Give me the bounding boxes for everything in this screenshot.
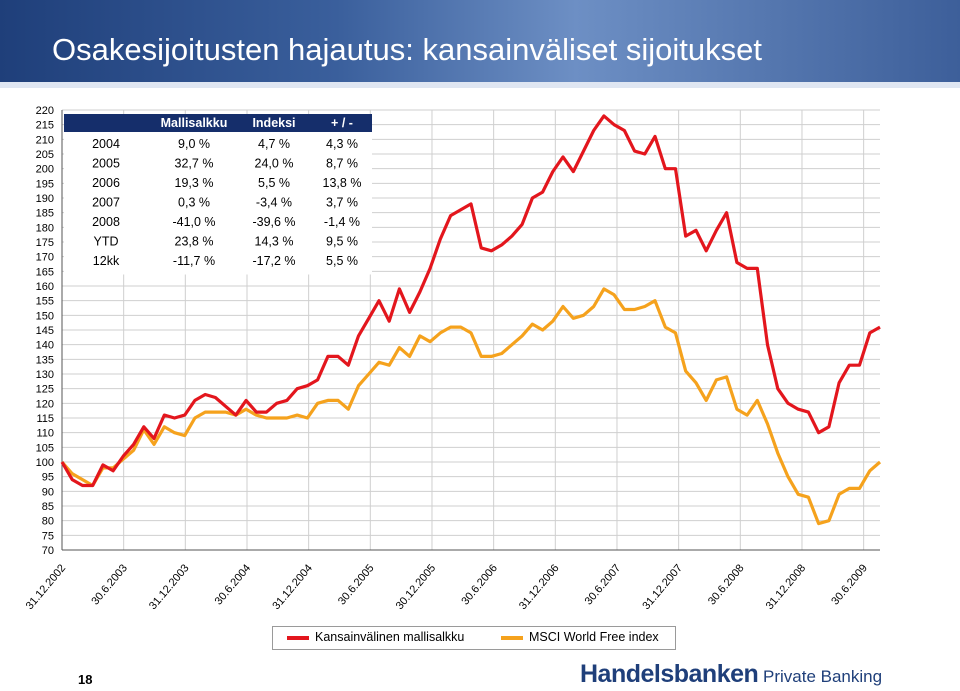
- slide-title: Osakesijoitusten hajautus: kansainvälise…: [52, 32, 762, 67]
- y-tick-label: 185: [36, 208, 54, 220]
- table-cell: 19,3 %: [175, 176, 214, 190]
- y-tick-label: 200: [36, 164, 54, 176]
- x-tick-label: 31.12.2002: [24, 562, 69, 612]
- y-tick-label: 85: [42, 501, 54, 513]
- table-cell: 4,7 %: [258, 137, 290, 151]
- y-tick-label: 80: [42, 516, 54, 528]
- line-chart: 70 75 80 85 90 95 100 105 110 115 120 125 130 135 140 1…: [24, 105, 882, 612]
- x-tick-label: 31.12.2003: [147, 562, 192, 612]
- table-header-cell: + / -: [331, 116, 353, 130]
- y-tick-label: 215: [36, 120, 54, 132]
- table-cell: 0,3 %: [178, 196, 210, 210]
- y-tick-label: 115: [36, 413, 54, 425]
- y-tick-label: 210: [36, 134, 54, 146]
- table-cell: 5,5 %: [326, 254, 358, 268]
- table-cell: 9,0 %: [178, 137, 210, 151]
- x-tick-label: 30.6.2006: [459, 562, 500, 607]
- legend-item-index: MSCI World Free index: [501, 630, 659, 644]
- table-cell: 4,3 %: [326, 137, 358, 151]
- legend-swatch-index: [501, 635, 523, 640]
- table-cell: -39,6 %: [252, 215, 295, 229]
- y-tick-label: 95: [42, 472, 54, 484]
- table-cell: 14,3 %: [255, 235, 294, 249]
- brand-subtitle: Private Banking: [763, 667, 883, 686]
- table-cell: 3,7 %: [326, 196, 358, 210]
- y-tick-label: 100: [36, 457, 54, 469]
- table-cell: 2004: [92, 137, 120, 151]
- brand-logo: Handelsbanken: [580, 660, 759, 688]
- legend-label-index: MSCI World Free index: [529, 630, 659, 644]
- legend-swatch-portfolio: [287, 635, 309, 640]
- table-cell: 5,5 %: [258, 176, 290, 190]
- x-tick-label: 31.12.2008: [764, 562, 809, 612]
- y-tick-label: 160: [36, 281, 54, 293]
- series-line-index: [60, 287, 882, 526]
- table-cell: -17,2 %: [252, 254, 295, 268]
- y-tick-label: 155: [36, 296, 54, 308]
- x-tick-label: 30.6.2007: [583, 562, 624, 607]
- y-tick-label: 165: [36, 266, 54, 278]
- table-header-cell: Indeksi: [252, 116, 295, 130]
- y-tick-label: 150: [36, 310, 54, 322]
- y-tick-label: 170: [36, 252, 54, 264]
- legend-item-portfolio: Kansainvälinen mallisalkku: [287, 630, 464, 644]
- legend-label-portfolio: Kansainvälinen mallisalkku: [315, 630, 465, 644]
- table-cell: -41,0 %: [172, 215, 215, 229]
- table-header-cell: Mallisalkku: [161, 116, 228, 130]
- table-body: [64, 132, 372, 275]
- table-cell: 13,8 %: [323, 176, 362, 190]
- y-tick-label: 110: [36, 428, 54, 440]
- table-cell: 23,8 %: [175, 235, 214, 249]
- table-cell: 24,0 %: [255, 157, 294, 171]
- y-tick-label: 195: [36, 178, 54, 190]
- table-header-bar: [64, 114, 372, 132]
- x-tick-label: 30.12.2005: [394, 562, 439, 612]
- table-cell: 32,7 %: [175, 157, 214, 171]
- y-tick-label: 120: [36, 398, 54, 410]
- y-tick-label: 180: [36, 222, 54, 234]
- y-tick-label: 135: [36, 354, 54, 366]
- x-tick-label: 30.6.2005: [336, 562, 377, 607]
- table-cell: 2005: [92, 157, 120, 171]
- page-number: 18: [78, 672, 93, 687]
- chart-legend: Kansainvälinen mallisalkku MSCI World Fr…: [272, 626, 676, 650]
- x-tick-label: 30.6.2004: [213, 562, 254, 607]
- y-tick-label: 125: [36, 384, 54, 396]
- x-tick-label: 31.12.2007: [640, 562, 685, 612]
- y-tick-label: 130: [36, 369, 54, 381]
- y-tick-label: 105: [36, 442, 54, 454]
- title-banner: [0, 0, 960, 82]
- y-tick-label: 140: [36, 340, 54, 352]
- table-cell: 2007: [92, 196, 120, 210]
- y-tick-label: 70: [42, 545, 54, 557]
- table-cell: 2006: [92, 176, 120, 190]
- x-tick-label: 30.6.2008: [706, 562, 747, 607]
- y-tick-label: 90: [42, 486, 54, 498]
- y-tick-label: 75: [42, 530, 54, 542]
- y-tick-label: 175: [36, 237, 54, 249]
- table-cell: 9,5 %: [326, 235, 358, 249]
- series-line-portfolio: [60, 114, 881, 488]
- x-tick-label: 31.12.2006: [517, 562, 562, 612]
- table-cell: 2008: [92, 215, 120, 229]
- table-cell: -11,7 %: [173, 254, 215, 268]
- x-tick-label: 30.6.2003: [89, 562, 130, 607]
- table-cell: 8,7 %: [326, 157, 358, 171]
- x-tick-label: 30.6.2009: [829, 562, 870, 607]
- y-tick-label: 205: [36, 149, 54, 161]
- table-cell: -3,4 %: [256, 196, 292, 210]
- table-cell: 12kk: [93, 254, 120, 268]
- x-tick-label: 31.12.2004: [270, 562, 315, 612]
- y-tick-label: 145: [36, 325, 54, 337]
- y-tick-label: 220: [36, 105, 54, 117]
- table-cell: YTD: [94, 235, 119, 249]
- banner-divider: [0, 82, 960, 88]
- y-tick-label: 190: [36, 193, 54, 205]
- table-cell: -1,4 %: [324, 215, 360, 229]
